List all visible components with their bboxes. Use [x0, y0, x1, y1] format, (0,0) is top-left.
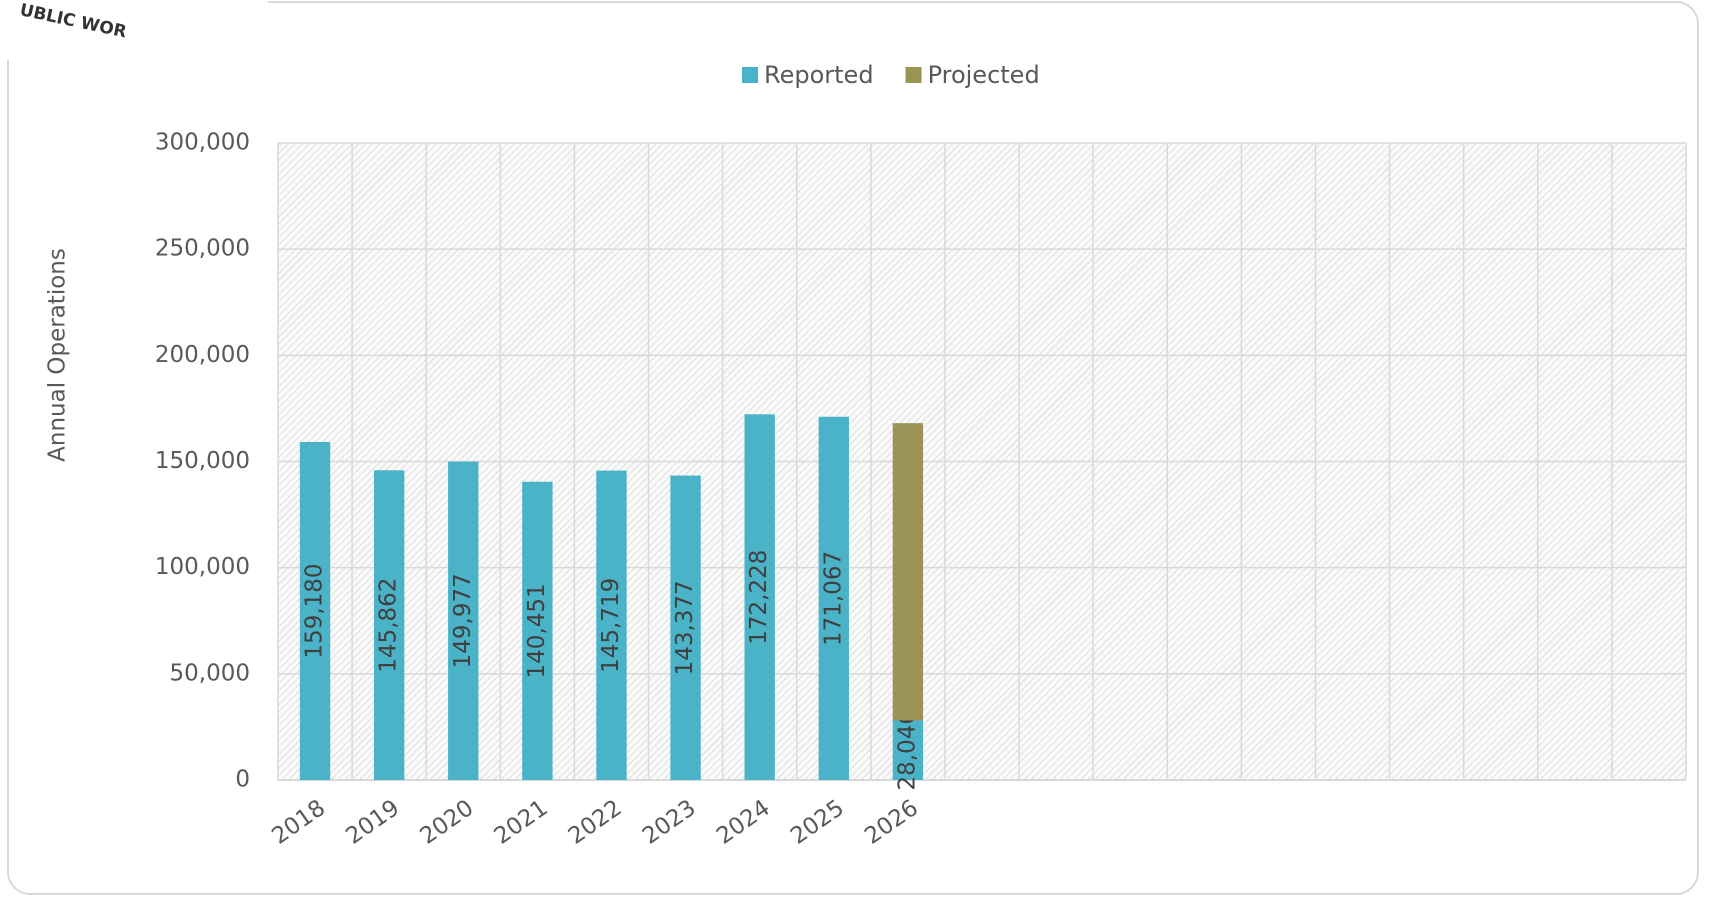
bar-segment: [670, 475, 701, 780]
y-tick-label: 0: [235, 767, 250, 793]
x-tick-label: 2018: [267, 795, 330, 850]
data-label: 143,377: [672, 580, 698, 675]
logo-area: [0, 0, 268, 60]
y-tick-label: 50,000: [170, 660, 250, 686]
bar-segment: [299, 442, 331, 780]
card-border: [7, 1, 1699, 895]
bar-segment: [892, 720, 924, 780]
data-label: 159,180: [302, 563, 328, 658]
data-label: 172,228: [746, 550, 772, 645]
bar-segment: [596, 470, 627, 780]
y-tick-label: 100,000: [155, 554, 250, 580]
data-label: 28,046: [894, 710, 920, 790]
bar-segment: [373, 470, 405, 780]
x-tick-label: 2025: [786, 795, 849, 850]
bar-segment: [744, 414, 775, 780]
y-axis-label: Annual Operations: [45, 248, 71, 462]
y-tick-label: 250,000: [155, 236, 250, 262]
legend-label: Projected: [928, 61, 1040, 89]
data-label: 140,451: [524, 583, 550, 678]
x-tick-label: 2026: [860, 795, 923, 850]
y-tick-label: 150,000: [155, 448, 250, 474]
legend-swatch: [742, 67, 758, 83]
y-tick-label: 200,000: [155, 342, 250, 368]
legend-label: Reported: [764, 61, 874, 89]
bar-segment: [448, 461, 479, 780]
x-tick-label: 2019: [341, 795, 404, 850]
x-tick-label: 2021: [490, 795, 553, 850]
x-tick-label: 2022: [564, 795, 627, 850]
data-label: 149,977: [450, 573, 476, 668]
y-tick-label: 300,000: [155, 130, 250, 156]
bar-segment: [522, 481, 553, 780]
data-label: 145,862: [376, 578, 402, 673]
data-label: 145,719: [598, 578, 624, 673]
bar-segment: [892, 423, 924, 721]
legend-swatch: [905, 67, 922, 83]
data-label: 171,067: [820, 551, 846, 646]
bar-segment: [818, 416, 849, 780]
x-tick-label: 2020: [416, 795, 479, 850]
x-tick-label: 2024: [712, 795, 775, 850]
x-tick-label: 2023: [638, 795, 701, 850]
